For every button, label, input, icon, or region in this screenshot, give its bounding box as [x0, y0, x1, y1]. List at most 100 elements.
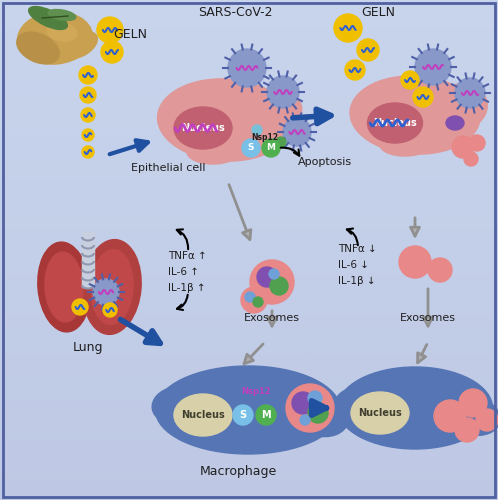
Ellipse shape	[45, 252, 83, 322]
Circle shape	[101, 41, 123, 63]
Bar	[0, 460, 498, 465]
Bar	[0, 115, 498, 120]
Circle shape	[334, 14, 362, 42]
Bar	[0, 475, 498, 480]
Bar	[0, 270, 498, 275]
Circle shape	[93, 279, 119, 305]
Ellipse shape	[152, 387, 200, 423]
Text: Nucleus: Nucleus	[181, 410, 225, 420]
Circle shape	[434, 400, 466, 432]
Circle shape	[233, 405, 253, 425]
Bar	[0, 315, 498, 320]
Bar	[0, 235, 498, 240]
Text: Nsp12: Nsp12	[251, 134, 278, 142]
Bar	[0, 250, 498, 255]
Circle shape	[399, 246, 431, 278]
Bar	[0, 355, 498, 360]
Bar	[0, 405, 498, 410]
Circle shape	[464, 152, 478, 166]
Bar	[0, 50, 498, 55]
Bar	[0, 30, 498, 35]
Text: GELN: GELN	[361, 6, 395, 18]
Text: S: S	[248, 144, 254, 152]
Bar	[0, 150, 498, 155]
Bar	[0, 395, 498, 400]
Bar	[0, 485, 498, 490]
Bar	[0, 40, 498, 45]
Text: Apoptosis: Apoptosis	[298, 157, 352, 167]
Ellipse shape	[48, 10, 76, 20]
Bar	[0, 240, 498, 245]
Circle shape	[103, 303, 117, 317]
Bar	[0, 335, 498, 340]
Ellipse shape	[187, 140, 239, 164]
Circle shape	[256, 405, 276, 425]
Bar	[0, 180, 498, 185]
Bar	[0, 435, 498, 440]
Circle shape	[452, 136, 474, 158]
Bar	[0, 120, 498, 125]
Circle shape	[308, 391, 322, 405]
Circle shape	[252, 125, 262, 135]
Circle shape	[257, 267, 277, 287]
Bar	[0, 445, 498, 450]
Ellipse shape	[351, 392, 409, 434]
Bar	[0, 165, 498, 170]
Bar	[0, 340, 498, 345]
Text: TNFα ↓
IL-6 ↓
IL-1β ↓: TNFα ↓ IL-6 ↓ IL-1β ↓	[338, 244, 377, 286]
Ellipse shape	[244, 88, 302, 136]
Bar	[0, 330, 498, 335]
Text: TNFα ↑
IL-6 ↑
IL-1β ↑: TNFα ↑ IL-6 ↑ IL-1β ↑	[168, 250, 207, 294]
Bar	[0, 275, 498, 280]
Circle shape	[455, 418, 479, 442]
Circle shape	[308, 403, 328, 423]
Ellipse shape	[91, 250, 133, 324]
Bar	[0, 310, 498, 315]
Bar	[0, 20, 498, 25]
Bar	[0, 70, 498, 75]
Bar	[0, 385, 498, 390]
Bar	[0, 420, 498, 425]
Ellipse shape	[174, 394, 232, 436]
Bar	[0, 360, 498, 365]
Circle shape	[276, 137, 286, 147]
Bar	[0, 390, 498, 395]
Text: Nucleus: Nucleus	[373, 118, 417, 128]
Circle shape	[415, 49, 451, 85]
Bar	[0, 5, 498, 10]
Bar	[0, 185, 498, 190]
Circle shape	[262, 139, 280, 157]
Text: Epithelial cell: Epithelial cell	[131, 163, 205, 173]
Circle shape	[428, 258, 452, 282]
Circle shape	[250, 260, 294, 304]
Ellipse shape	[446, 116, 464, 130]
Bar	[0, 130, 498, 135]
Bar	[0, 320, 498, 325]
Circle shape	[345, 60, 365, 80]
Ellipse shape	[380, 134, 430, 156]
Bar	[0, 365, 498, 370]
Text: Lung: Lung	[73, 340, 103, 353]
Bar	[0, 160, 498, 165]
Text: M: M	[266, 144, 275, 152]
Bar	[0, 85, 498, 90]
Bar	[0, 215, 498, 220]
Bar	[0, 45, 498, 50]
Circle shape	[292, 392, 314, 414]
Bar	[0, 290, 498, 295]
Ellipse shape	[38, 242, 90, 332]
Circle shape	[476, 409, 498, 431]
Ellipse shape	[368, 103, 422, 143]
Bar	[0, 55, 498, 60]
Bar	[0, 415, 498, 420]
Bar	[0, 140, 498, 145]
Circle shape	[80, 87, 96, 103]
Circle shape	[242, 139, 260, 157]
Bar	[0, 125, 498, 130]
Bar	[0, 430, 498, 435]
Bar	[0, 105, 498, 110]
Bar	[0, 135, 498, 140]
Bar	[0, 375, 498, 380]
Bar	[0, 95, 498, 100]
Bar	[0, 65, 498, 70]
